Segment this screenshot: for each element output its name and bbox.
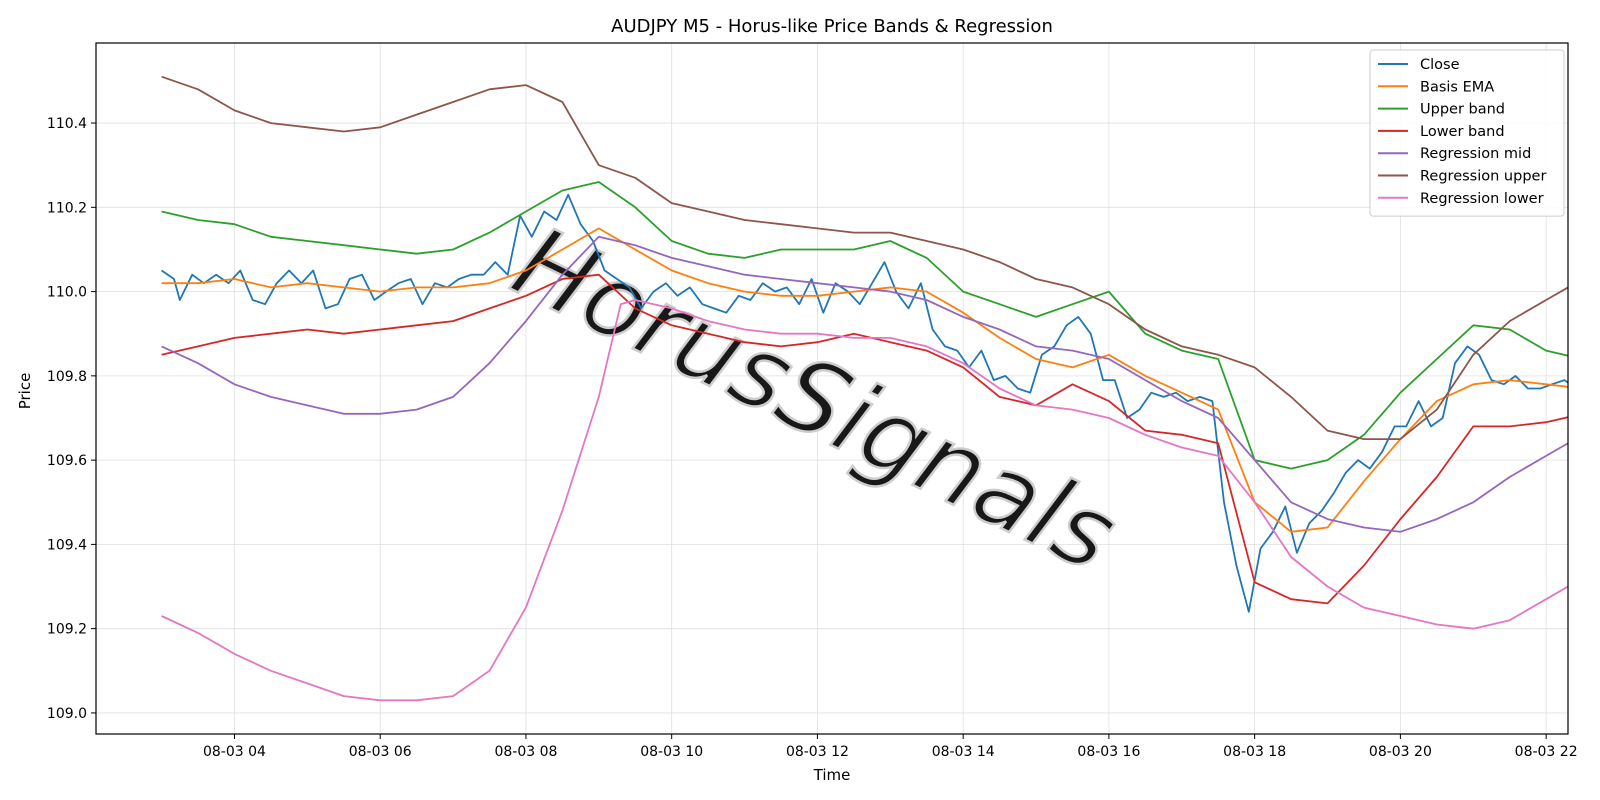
- x-tick-label: 08-03 20: [1369, 744, 1432, 760]
- x-tick-label: 08-03 06: [349, 744, 412, 760]
- x-tick-label: 08-03 12: [786, 744, 849, 760]
- legend-label: Lower band: [1420, 124, 1505, 140]
- y-tick-label: 109.0: [47, 706, 87, 722]
- y-tick-label: 110.0: [47, 285, 87, 301]
- series-line-regression-upper: [161, 75, 1568, 440]
- x-tick-label: 08-03 10: [640, 744, 703, 760]
- series-line-basis-ema: [161, 227, 1568, 533]
- x-tick-label: 08-03 14: [932, 744, 995, 760]
- y-tick-label: 110.4: [47, 116, 87, 132]
- x-tick-label: 08-03 08: [494, 744, 557, 760]
- series-line-regression-lower: [161, 299, 1568, 702]
- legend-label: Close: [1420, 57, 1460, 73]
- x-tick-label: 08-03 18: [1223, 744, 1286, 760]
- series-line-regression-mid: [161, 235, 1568, 533]
- legend-label: Upper band: [1420, 102, 1505, 118]
- legend: Close Basis EMA Upper band Lower band Regres…: [1369, 49, 1565, 217]
- x-tick-label: 08-03 04: [203, 744, 266, 760]
- legend-label: Regression upper: [1420, 169, 1546, 185]
- legend-box: [1369, 49, 1565, 217]
- y-tick-label: 109.8: [47, 369, 87, 385]
- series-line-close: [161, 193, 1568, 613]
- y-tick-label: 109.2: [47, 622, 87, 638]
- y-tick-label: 110.2: [47, 200, 87, 216]
- y-axis-label: Price: [16, 373, 34, 410]
- y-tick-label: 109.4: [47, 537, 87, 553]
- plot-frame: [95, 42, 1569, 735]
- legend-label: Basis EMA: [1420, 79, 1494, 95]
- y-tick-label: 109.6: [47, 453, 87, 469]
- legend-label: Regression lower: [1420, 191, 1544, 207]
- x-tick-label: 08-03 22: [1515, 744, 1578, 760]
- series-line-upper-band: [161, 181, 1568, 470]
- x-axis-label: Time: [813, 766, 851, 784]
- chart-title: AUDJPY M5 - Horus-like Price Bands & Reg…: [611, 16, 1053, 37]
- legend-label: Regression mid: [1420, 146, 1531, 162]
- x-tick-label: 08-03 16: [1077, 744, 1140, 760]
